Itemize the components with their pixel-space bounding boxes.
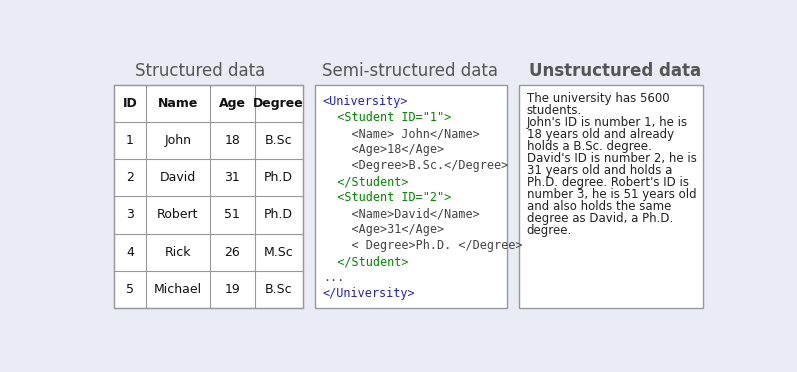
Text: 26: 26 — [224, 246, 240, 259]
Text: B.Sc: B.Sc — [265, 134, 292, 147]
Text: Structured data: Structured data — [135, 62, 265, 80]
Text: Ph.D. degree. Robert's ID is: Ph.D. degree. Robert's ID is — [527, 176, 689, 189]
Text: Ph.D: Ph.D — [264, 171, 293, 184]
Text: degree.: degree. — [527, 224, 572, 237]
Text: 1: 1 — [126, 134, 134, 147]
Text: and also holds the same: and also holds the same — [527, 200, 671, 213]
Text: number 3, he is 51 years old: number 3, he is 51 years old — [527, 188, 697, 201]
Text: 31 years old and holds a: 31 years old and holds a — [527, 164, 672, 177]
Text: 5: 5 — [126, 283, 134, 296]
Text: students.: students. — [527, 104, 582, 117]
Text: 4: 4 — [126, 246, 134, 259]
Text: John's ID is number 1, he is: John's ID is number 1, he is — [527, 116, 688, 129]
Text: David's ID is number 2, he is: David's ID is number 2, he is — [527, 152, 697, 165]
Text: Degree: Degree — [253, 97, 304, 110]
Text: </Student>: </Student> — [323, 175, 408, 188]
Text: 18 years old and already: 18 years old and already — [527, 128, 673, 141]
Text: B.Sc: B.Sc — [265, 283, 292, 296]
Text: Semi-structured data: Semi-structured data — [322, 62, 497, 80]
Text: David: David — [159, 171, 196, 184]
Text: </Student>: </Student> — [323, 255, 408, 268]
Text: <Degree>B.Sc.</Degree>: <Degree>B.Sc.</Degree> — [323, 159, 508, 172]
Text: </University>: </University> — [323, 287, 415, 300]
Text: John: John — [164, 134, 191, 147]
Text: <University>: <University> — [323, 95, 408, 108]
Text: 2: 2 — [126, 171, 134, 184]
Text: <Name>David</Name>: <Name>David</Name> — [323, 207, 480, 220]
Text: <Student ID="1">: <Student ID="1"> — [323, 111, 451, 124]
Text: ID: ID — [123, 97, 137, 110]
Text: Robert: Robert — [157, 208, 198, 221]
Text: holds a B.Sc. degree.: holds a B.Sc. degree. — [527, 140, 651, 153]
Text: Michael: Michael — [154, 283, 202, 296]
Text: Ph.D: Ph.D — [264, 208, 293, 221]
Text: Rick: Rick — [165, 246, 191, 259]
FancyBboxPatch shape — [315, 85, 507, 308]
Text: 18: 18 — [224, 134, 240, 147]
Text: 31: 31 — [224, 171, 240, 184]
Text: Unstructured data: Unstructured data — [529, 62, 701, 80]
Text: 19: 19 — [224, 283, 240, 296]
FancyBboxPatch shape — [519, 85, 703, 308]
Text: degree as David, a Ph.D.: degree as David, a Ph.D. — [527, 212, 673, 225]
Text: <Age>31</Age>: <Age>31</Age> — [323, 223, 444, 236]
Text: 3: 3 — [126, 208, 134, 221]
Text: < Degree>Ph.D. </Degree>: < Degree>Ph.D. </Degree> — [323, 239, 522, 252]
Text: <Name> John</Name>: <Name> John</Name> — [323, 127, 480, 140]
Text: M.Sc: M.Sc — [264, 246, 293, 259]
Text: 51: 51 — [224, 208, 240, 221]
Text: Age: Age — [218, 97, 245, 110]
Text: <Age>18</Age>: <Age>18</Age> — [323, 143, 444, 156]
FancyBboxPatch shape — [114, 85, 303, 308]
Text: The university has 5600: The university has 5600 — [527, 92, 669, 105]
Text: Name: Name — [158, 97, 198, 110]
Text: ...: ... — [323, 271, 344, 284]
Text: <Student ID="2">: <Student ID="2"> — [323, 191, 451, 204]
